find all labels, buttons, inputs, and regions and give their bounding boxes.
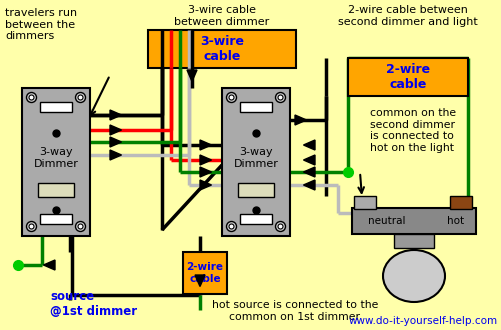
Polygon shape [44,260,55,270]
Text: 2-wire
cable: 2-wire cable [186,262,223,284]
Text: 3-wire
cable: 3-wire cable [199,35,243,63]
Polygon shape [303,167,314,177]
Circle shape [278,95,283,100]
Circle shape [275,92,285,103]
Bar [351,208,475,234]
Circle shape [75,92,85,103]
Text: hot: hot [446,216,463,226]
Polygon shape [194,275,204,286]
Text: 2-wire cable between
second dimmer and light: 2-wire cable between second dimmer and l… [338,5,477,27]
Text: 3-wire cable
between dimmer: 3-wire cable between dimmer [174,5,269,27]
Text: 3-way
Dimmer: 3-way Dimmer [34,147,78,169]
Polygon shape [303,140,314,150]
Circle shape [228,224,233,229]
Polygon shape [110,137,121,147]
Text: common on the
second dimmer
is connected to
hot on the light: common on the second dimmer is connected… [369,108,455,153]
Polygon shape [199,180,211,190]
Text: neutral: neutral [368,216,405,226]
Circle shape [226,92,236,103]
Bar [239,214,272,224]
Polygon shape [110,110,121,120]
Polygon shape [110,150,121,160]
Circle shape [275,221,285,232]
Polygon shape [187,70,196,82]
Bar [393,234,433,248]
Bar [221,88,290,236]
Circle shape [278,224,283,229]
Bar [449,196,471,209]
Circle shape [29,224,34,229]
Bar [40,214,72,224]
Circle shape [27,92,37,103]
Bar [40,102,72,112]
Bar [22,88,90,236]
Circle shape [78,95,83,100]
Text: travelers run
between the
dimmers: travelers run between the dimmers [5,8,77,41]
Circle shape [78,224,83,229]
Polygon shape [110,125,121,135]
Bar [38,183,74,197]
Polygon shape [303,155,314,165]
Circle shape [29,95,34,100]
Circle shape [27,221,37,232]
Text: 2-wire
cable: 2-wire cable [385,63,429,91]
Text: source
@1st dimmer: source @1st dimmer [50,290,137,318]
Bar [237,183,274,197]
Bar [148,30,296,68]
Bar [353,196,375,209]
Polygon shape [295,115,306,125]
Circle shape [226,221,236,232]
Bar [239,102,272,112]
Polygon shape [199,155,211,165]
Circle shape [75,221,85,232]
Bar [183,252,226,294]
Bar [347,58,467,96]
Circle shape [228,95,233,100]
Text: hot source is connected to the
common on 1st dimmer: hot source is connected to the common on… [211,300,377,322]
Polygon shape [199,167,211,177]
Text: www.do-it-yourself-help.com: www.do-it-yourself-help.com [348,316,497,326]
Polygon shape [199,140,211,150]
Text: 3-way
Dimmer: 3-way Dimmer [233,147,278,169]
Polygon shape [303,180,314,190]
Ellipse shape [382,250,444,302]
